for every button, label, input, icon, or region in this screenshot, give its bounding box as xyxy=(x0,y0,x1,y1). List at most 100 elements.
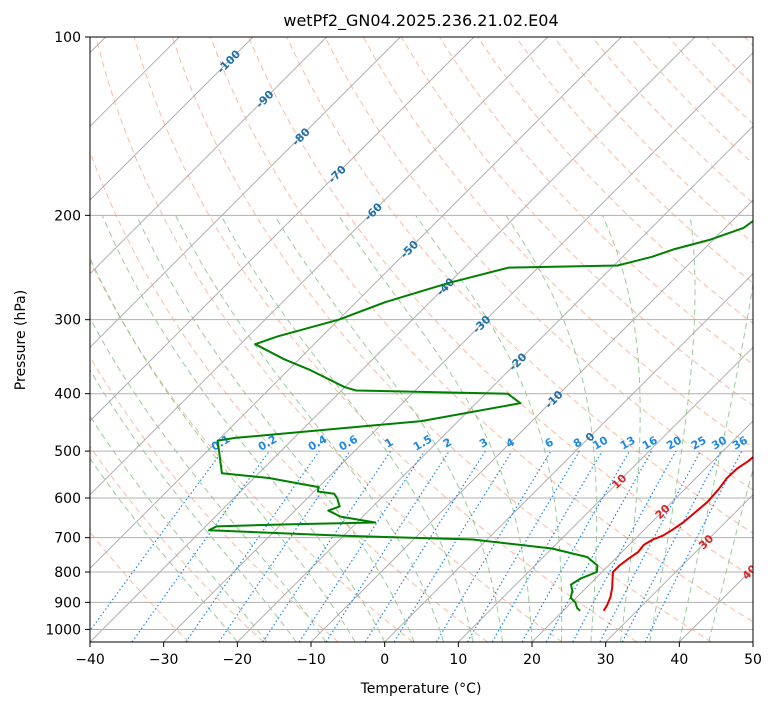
dry-adiabat-line xyxy=(744,37,753,47)
moist-adiabat-line xyxy=(708,467,753,642)
dry-adiabat-line xyxy=(286,37,753,534)
dry-adiabat-line xyxy=(90,445,264,642)
moist-adiabat-line xyxy=(90,457,238,642)
dry-adiabat-line xyxy=(210,37,753,623)
line-labels: 0.1 0.2 0.4 0.6 1 1.5 2 3 4 6 8 10 13 16 20 25 30 36-100-… xyxy=(209,47,760,582)
mixing-ratio-label: 16 xyxy=(640,433,660,452)
mixing-ratio-line xyxy=(644,450,743,642)
moist-adiabat-line xyxy=(602,215,641,642)
dry-adiabat-line xyxy=(90,259,414,642)
dry-adiabat-line xyxy=(515,37,753,284)
x-tick-label: 40 xyxy=(670,652,688,668)
y-tick-label: 1000 xyxy=(45,622,81,638)
y-tick-label: 200 xyxy=(54,208,81,224)
isotherm-line xyxy=(752,641,753,642)
mixing-ratio-line xyxy=(364,450,486,642)
isotherm-line xyxy=(531,420,753,642)
isotherm-label: 10 xyxy=(609,471,629,491)
mixing-ratio-label: 0.6 xyxy=(337,432,361,453)
moist-adiabat-line xyxy=(220,215,474,642)
isotherm-line xyxy=(90,37,475,422)
y-axis: 100 200 300 400 500 600 700 800 900 1000 xyxy=(45,30,90,638)
mixing-ratio-line xyxy=(298,450,425,642)
mixing-ratio-label: 3 xyxy=(477,436,490,451)
isotherm-line xyxy=(90,37,549,496)
moist-adiabat-line xyxy=(415,215,563,642)
moist-adiabat-line xyxy=(274,215,503,642)
mixing-ratio-line xyxy=(325,450,450,642)
isotherm-label: 40 xyxy=(740,562,760,582)
chart-title: wetPf2_GN04.2025.236.21.02.E04 xyxy=(283,11,558,31)
y-tick-label: 800 xyxy=(54,565,81,581)
mixing-ratio-label: 30 xyxy=(709,433,729,452)
dry-adiabat-line xyxy=(95,37,563,642)
x-tick-label: 30 xyxy=(597,652,615,668)
moist-adiabat-line xyxy=(175,215,445,642)
mixing-ratio-line xyxy=(185,450,320,642)
mixing-ratio-line xyxy=(131,450,270,642)
dry-adiabat-line xyxy=(133,37,638,642)
mixing-ratio-line xyxy=(545,450,653,642)
x-tick-label: 0 xyxy=(380,652,389,668)
background-lines xyxy=(90,37,753,642)
mixing-ratio-line xyxy=(466,450,580,642)
mixing-ratio-label: 0.1 xyxy=(209,433,232,454)
mixing-ratio-line xyxy=(572,450,677,642)
dry-adiabat-line xyxy=(324,37,753,491)
x-tick-label: −40 xyxy=(75,652,105,668)
isotherm-line xyxy=(90,37,254,201)
moist-adiabat-line xyxy=(101,215,386,642)
temperature-line xyxy=(602,455,753,612)
x-tick-label: −20 xyxy=(223,652,253,668)
y-tick-label: 100 xyxy=(54,30,81,46)
dewpoint-line xyxy=(208,219,753,612)
x-tick-label: 10 xyxy=(449,652,467,668)
moist-adiabat-line xyxy=(678,280,753,642)
isotherm-label: -100 xyxy=(215,47,244,76)
isotherm-label: -50 xyxy=(398,238,421,261)
isotherm-line xyxy=(90,37,401,349)
x-axis-label: Temperature (°C) xyxy=(360,681,482,697)
dry-adiabat-line xyxy=(706,37,753,86)
isotherm-line xyxy=(236,125,753,642)
x-tick-label: 20 xyxy=(523,652,541,668)
dry-adiabat-line xyxy=(591,37,753,204)
profile-lines xyxy=(208,219,753,612)
moist-adiabat-line xyxy=(90,415,268,642)
isotherm-line xyxy=(163,51,753,642)
x-tick-label: 50 xyxy=(744,652,762,668)
isotherm-line xyxy=(90,37,696,642)
dry-adiabat-line xyxy=(668,37,753,125)
y-tick-label: 300 xyxy=(54,313,81,329)
isotherm-line xyxy=(384,272,753,642)
isotherm-line xyxy=(310,199,753,642)
isotherm-line xyxy=(457,346,753,642)
dry-adiabat-line xyxy=(248,37,753,578)
plot-frame xyxy=(89,36,754,643)
y-tick-label: 500 xyxy=(54,444,81,460)
mixing-ratio-line xyxy=(218,450,351,642)
mixing-ratio-label: 1.5 xyxy=(411,433,434,454)
mixing-ratio-label: 13 xyxy=(618,434,638,453)
mixing-ratio-line xyxy=(90,450,223,632)
y-tick-label: 700 xyxy=(54,531,81,547)
mixing-ratio-line xyxy=(262,450,392,642)
mixing-ratio-label: 8 xyxy=(571,436,584,451)
mixing-ratio-label: 25 xyxy=(689,434,709,453)
mixing-ratio-line xyxy=(393,450,513,642)
y-tick-label: 600 xyxy=(54,491,81,507)
x-tick-label: −10 xyxy=(296,652,326,668)
isotherm-label: -70 xyxy=(326,163,349,186)
moist-adiabat-line xyxy=(90,368,297,642)
dry-adiabat-line xyxy=(90,356,339,642)
y-axis-label: Pressure (hPa) xyxy=(13,290,29,390)
moist-adiabat-line xyxy=(649,215,696,642)
dry-adiabat-line xyxy=(90,150,488,642)
y-tick-label: 400 xyxy=(54,387,81,403)
isotherm-label: -20 xyxy=(506,350,529,373)
y-tick-label: 900 xyxy=(54,595,81,611)
isotherm-line xyxy=(605,493,753,642)
dry-adiabat-line xyxy=(553,37,753,244)
mixing-ratio-label: 0.4 xyxy=(306,432,330,453)
